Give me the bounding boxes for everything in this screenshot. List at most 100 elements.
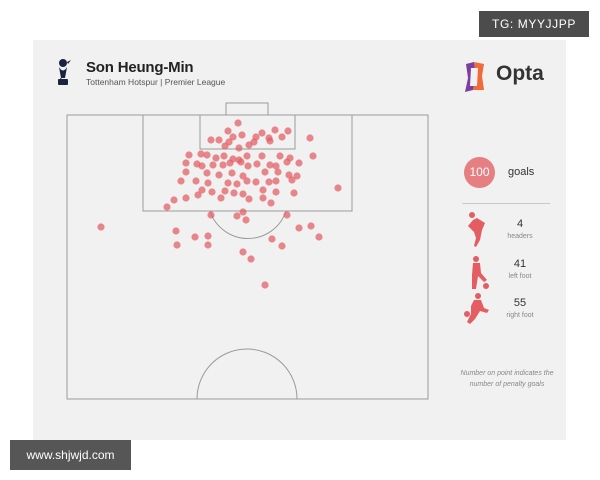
goal-point: [215, 171, 223, 179]
goal-point: [243, 152, 251, 160]
left-foot-figure-icon: [472, 256, 489, 289]
goal-point: [185, 151, 193, 159]
goal-point: [274, 168, 282, 176]
goal-points: [97, 119, 342, 289]
goal-point: [243, 177, 251, 185]
goal-point: [268, 235, 276, 243]
goal-point: [266, 137, 274, 145]
goal-point: [244, 162, 252, 170]
goal-point: [278, 133, 286, 141]
goal-point: [170, 196, 178, 204]
goal-point: [182, 159, 190, 167]
goal-point: [239, 190, 247, 198]
goal-point: [250, 138, 258, 146]
goal-point: [252, 178, 260, 186]
player-subtitle: Tottenham Hotspur | Premier League: [86, 77, 226, 87]
headers-label: headers: [507, 233, 533, 240]
goal-point: [233, 180, 241, 188]
goal-point: [221, 187, 229, 195]
goal-point: [212, 154, 220, 162]
goal-point: [272, 177, 280, 185]
goal-point: [191, 233, 199, 241]
goal-point: [209, 161, 217, 169]
right-foot-figure-icon: [464, 293, 489, 324]
goal-point: [334, 184, 342, 192]
goal-point: [173, 241, 181, 249]
goal-point: [204, 179, 212, 187]
goal-point: [224, 127, 232, 135]
goal-point: [253, 160, 261, 168]
goal-point: [315, 233, 323, 241]
goal-point: [288, 176, 296, 184]
goal-point: [239, 248, 247, 256]
right-foot-label: right foot: [506, 312, 534, 319]
goal-point: [207, 211, 215, 219]
goal-point: [284, 127, 292, 135]
goal-point: [203, 151, 211, 159]
goal-point: [203, 169, 211, 177]
goal-point: [238, 131, 246, 139]
player-name: Son Heung-Min: [86, 59, 194, 76]
goal-point: [97, 223, 105, 231]
goal-point: [295, 224, 303, 232]
goal-point: [237, 158, 245, 166]
goal-point: [247, 255, 255, 263]
goal-point: [271, 126, 279, 134]
goal-point: [261, 168, 269, 176]
header-figure-icon: [468, 212, 485, 247]
opta-brand: Opta: [496, 62, 544, 85]
goal-point: [245, 195, 253, 203]
goal-point: [290, 189, 298, 197]
goal-point: [182, 194, 190, 202]
goal-point: [230, 189, 238, 197]
goal-point: [293, 172, 301, 180]
watermark-top: TG: MYYJJPP: [479, 11, 589, 37]
goal-point: [242, 216, 250, 224]
goal-point: [197, 150, 205, 158]
goal-point: [224, 179, 232, 187]
goal-point: [228, 169, 236, 177]
goal-point: [194, 191, 202, 199]
goal-point: [198, 186, 206, 194]
goal-point: [265, 178, 273, 186]
penalty-arc: [209, 210, 287, 240]
goal-point: [234, 119, 242, 127]
goal-point: [239, 208, 247, 216]
left-foot-label: left foot: [508, 273, 532, 280]
watermark-bottom: www.shjwjd.com: [10, 440, 131, 470]
goal-point: [204, 241, 212, 249]
headers-count: 4: [516, 218, 524, 230]
goal-point: [272, 188, 280, 196]
goal-point: [259, 194, 267, 202]
goal-point: [226, 159, 234, 167]
centre-circle-arc: [196, 348, 298, 400]
goal-point: [233, 212, 241, 220]
goal-point: [278, 242, 286, 250]
goal-point: [307, 222, 315, 230]
penalty-note: Number on point indicates the number of …: [460, 370, 554, 388]
goal-point: [208, 188, 216, 196]
goal-point: [261, 281, 269, 289]
goal-point: [259, 186, 267, 194]
goal-point: [192, 177, 200, 185]
goal-point: [172, 227, 180, 235]
goal-point: [272, 162, 280, 170]
goal-point: [177, 177, 185, 185]
goal-point: [306, 134, 314, 142]
goal-point: [198, 162, 206, 170]
goal-point: [163, 203, 171, 211]
goal-point: [283, 211, 291, 219]
goal-point: [309, 152, 317, 160]
goal-point: [182, 168, 190, 176]
stats-divider: [462, 203, 550, 204]
opta-logo-icon: [465, 62, 484, 92]
total-goals-label: goals: [508, 166, 535, 178]
goal-point: [266, 161, 274, 169]
goal-point: [229, 133, 237, 141]
left-foot-count: 41: [513, 258, 527, 270]
goal-point: [220, 152, 228, 160]
goal-point: [221, 142, 229, 150]
goal-point: [207, 136, 215, 144]
tottenham-crest-icon: [58, 59, 71, 85]
goal-point: [219, 161, 227, 169]
